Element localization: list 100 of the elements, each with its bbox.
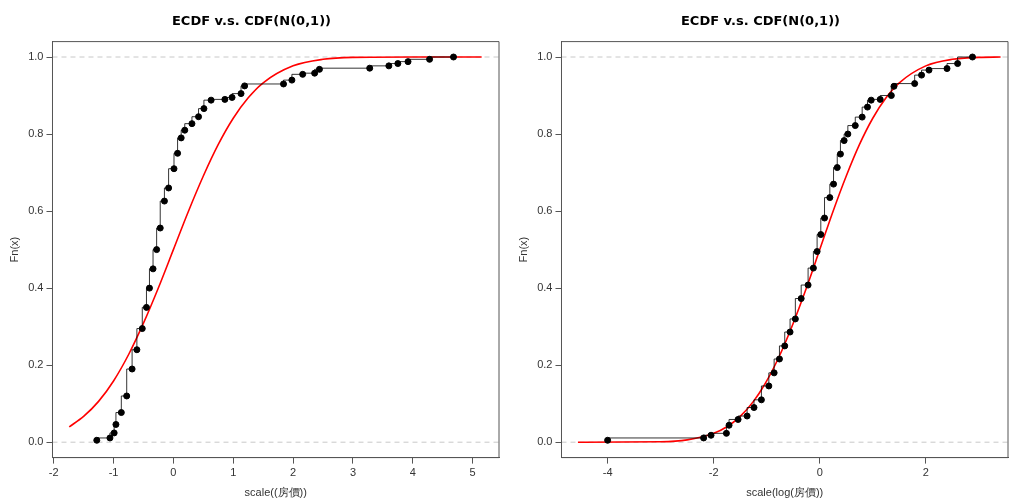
point [858, 113, 866, 121]
point [863, 103, 871, 111]
point [911, 80, 919, 88]
point [156, 224, 164, 232]
x-tick-label: 2 [290, 466, 297, 479]
point [117, 409, 125, 417]
point [394, 60, 402, 68]
y-tick-label: 0.4 [28, 281, 44, 294]
point [821, 214, 829, 222]
y-tick-label: 0.0 [28, 435, 44, 448]
point [775, 355, 783, 363]
point [770, 369, 778, 377]
x-tick-label: 0 [816, 466, 823, 479]
point [142, 303, 150, 311]
point [241, 82, 249, 90]
point [221, 95, 229, 103]
x-tick-label: -2 [708, 466, 719, 479]
point [781, 342, 789, 350]
point [170, 165, 178, 173]
point [604, 436, 612, 444]
y-tick-label: 0.8 [537, 127, 553, 140]
y-tick-label: 0.2 [28, 358, 44, 371]
point [237, 90, 245, 98]
point [826, 194, 834, 202]
point [943, 65, 951, 73]
y-tick-label: 1.0 [28, 50, 44, 63]
x-tick-label: 4 [409, 466, 416, 479]
point [311, 69, 319, 77]
point [887, 92, 895, 100]
point [844, 130, 852, 138]
point [93, 436, 101, 444]
point [288, 76, 296, 84]
x-axis-title: scale(log(房價)) [746, 486, 824, 499]
point [149, 265, 157, 273]
point [195, 113, 203, 121]
point [833, 164, 841, 172]
point [133, 346, 141, 354]
point [188, 120, 196, 128]
point [840, 137, 848, 145]
point [404, 58, 412, 66]
point [160, 197, 168, 205]
point [968, 53, 976, 61]
point [153, 246, 161, 254]
point [836, 150, 844, 158]
point [707, 431, 715, 439]
chart-title: ECDF v.s. CDF(N(0,1)) [171, 13, 332, 29]
point [925, 66, 933, 74]
point [750, 404, 758, 412]
point [722, 429, 730, 437]
point [809, 264, 817, 272]
point [765, 382, 773, 390]
point [890, 82, 898, 90]
point [797, 295, 805, 303]
y-tick-label: 0.0 [537, 435, 553, 448]
point [743, 412, 751, 420]
point [174, 149, 182, 157]
point [138, 325, 146, 333]
line-series [68, 56, 483, 428]
y-tick-label: 0.4 [537, 281, 553, 294]
y-tick-label: 1.0 [537, 50, 553, 63]
point [123, 392, 131, 400]
y-tick-label: 0.6 [537, 204, 553, 217]
point [228, 93, 236, 101]
point [851, 122, 859, 130]
point [385, 62, 393, 70]
x-tick-label: 5 [469, 466, 476, 479]
point [177, 134, 185, 142]
point [280, 80, 288, 88]
x-tick-label: -4 [602, 466, 613, 479]
point [757, 396, 765, 404]
point [876, 95, 884, 103]
x-tick-label: 3 [349, 466, 357, 479]
y-axis-title: Fn(x) [7, 236, 20, 263]
y-tick-label: 0.6 [28, 204, 44, 217]
chart-title: ECDF v.s. CDF(N(0,1)) [680, 13, 841, 29]
point [128, 365, 136, 373]
point [734, 415, 742, 423]
x-tick-label: 1 [230, 466, 237, 479]
point [426, 55, 434, 63]
point [725, 421, 733, 429]
point [450, 53, 458, 61]
point [804, 281, 812, 289]
point [200, 105, 208, 113]
point [830, 180, 838, 188]
point [700, 434, 708, 442]
point [867, 96, 875, 104]
point [813, 248, 821, 256]
point [817, 231, 825, 239]
point [299, 70, 307, 78]
point [110, 429, 118, 437]
x-tick-label: -2 [48, 466, 59, 479]
point [106, 434, 114, 442]
point [315, 65, 323, 73]
x-tick-label: 2 [922, 466, 929, 479]
point [207, 96, 215, 104]
point [112, 420, 120, 428]
point [145, 284, 153, 292]
y-axis-title: Fn(x) [516, 236, 529, 263]
point [366, 64, 374, 72]
y-tick-label: 0.8 [28, 127, 44, 140]
